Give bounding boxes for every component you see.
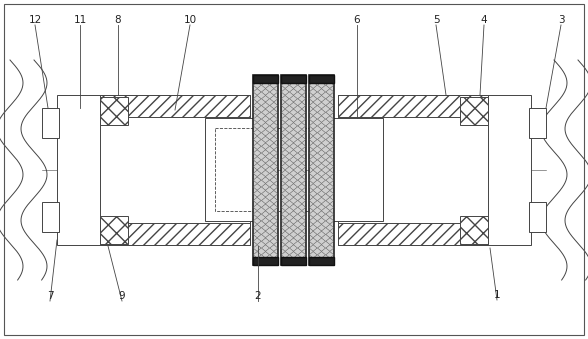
Bar [253, 75, 278, 265]
Text: 7: 7 [46, 291, 54, 301]
Bar [460, 216, 488, 244]
Bar [529, 108, 546, 138]
Bar [313, 118, 383, 221]
Bar [57, 95, 250, 245]
Bar [281, 75, 306, 83]
Bar [338, 95, 531, 245]
Text: 11: 11 [74, 15, 86, 25]
Bar [338, 95, 488, 117]
Bar [309, 75, 334, 83]
Bar [253, 257, 278, 265]
Bar [100, 97, 128, 125]
Bar [338, 110, 488, 230]
Bar [338, 223, 488, 245]
Text: 10: 10 [183, 15, 196, 25]
Text: 2: 2 [255, 291, 261, 301]
Text: 6: 6 [354, 15, 360, 25]
Bar [281, 257, 306, 265]
Bar [100, 110, 250, 230]
Text: 3: 3 [557, 15, 564, 25]
Bar [460, 97, 488, 125]
Bar [205, 118, 275, 221]
Bar [100, 223, 250, 245]
Bar [100, 95, 250, 117]
Text: 8: 8 [115, 15, 121, 25]
Text: 5: 5 [433, 15, 439, 25]
Text: 4: 4 [480, 15, 487, 25]
Text: 9: 9 [119, 291, 125, 301]
Bar [529, 202, 546, 232]
Bar [309, 257, 334, 265]
Bar [215, 128, 315, 211]
Bar [281, 75, 306, 265]
Text: 1: 1 [494, 290, 500, 300]
Bar [42, 108, 59, 138]
Bar [42, 202, 59, 232]
Bar [253, 75, 278, 83]
Bar [309, 75, 334, 265]
Bar [100, 216, 128, 244]
Text: 12: 12 [28, 15, 42, 25]
